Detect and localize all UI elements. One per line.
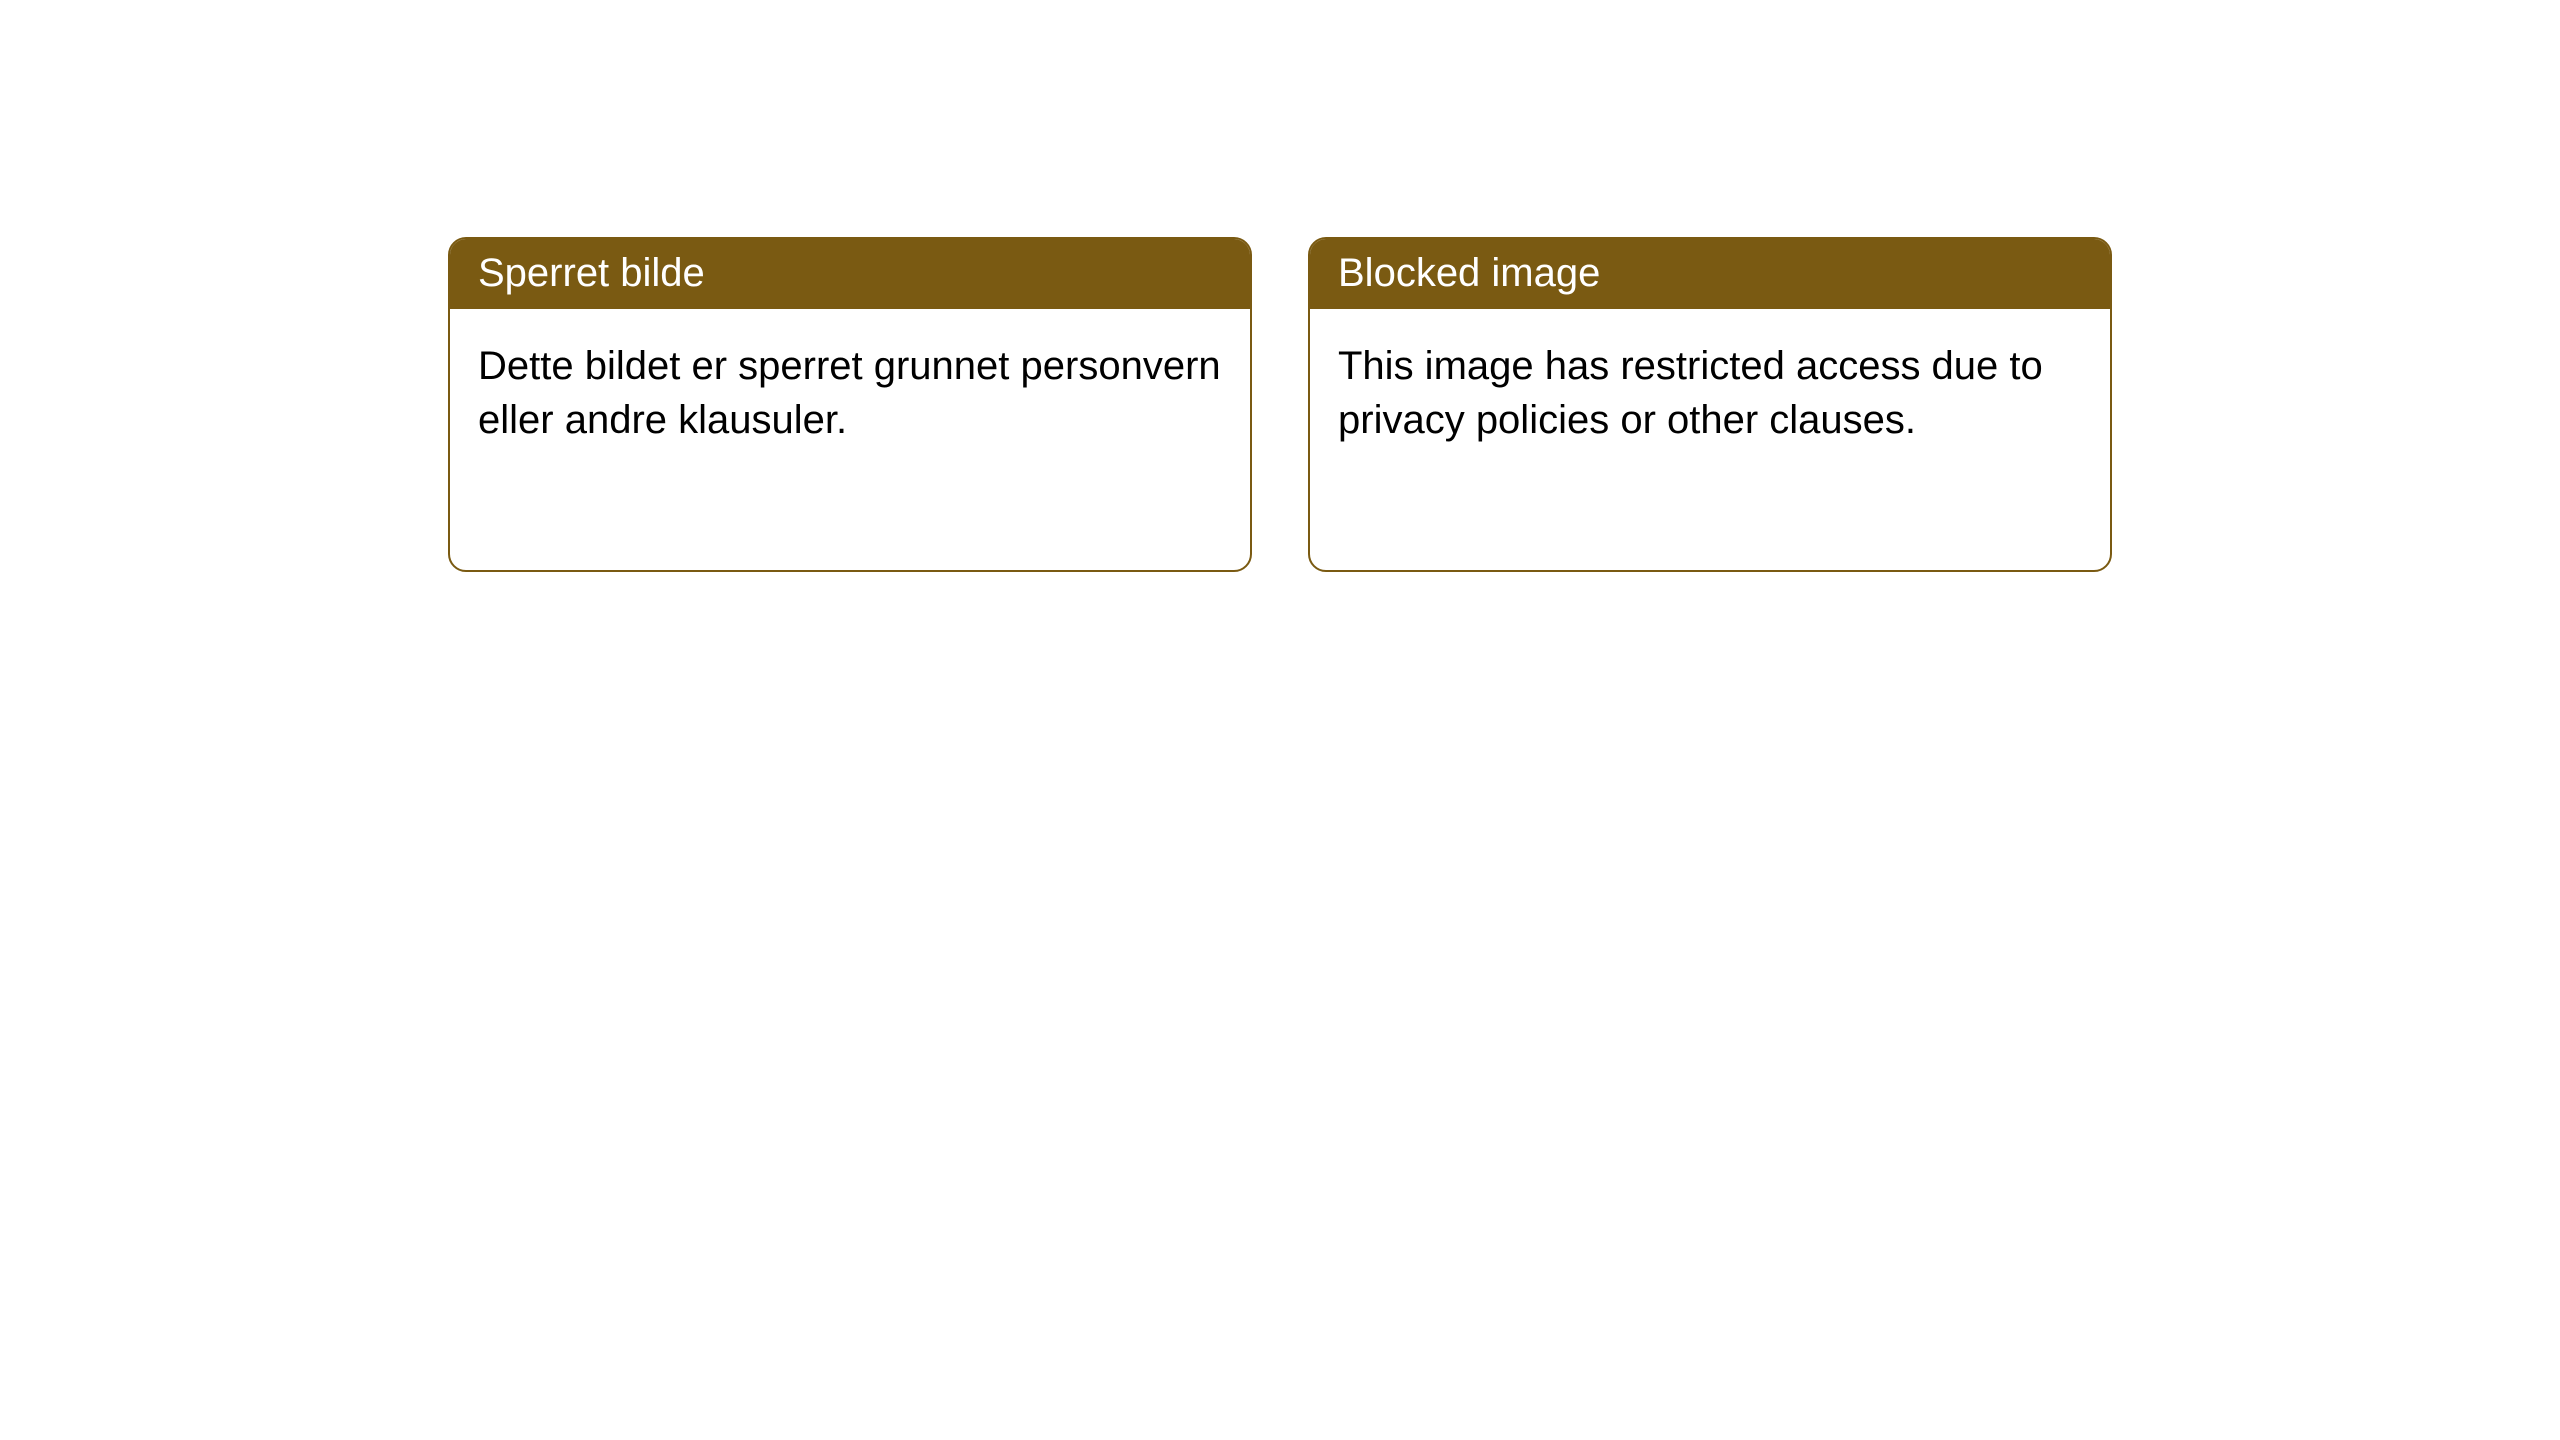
card-header: Sperret bilde: [450, 239, 1250, 309]
notice-container: Sperret bilde Dette bildet er sperret gr…: [0, 0, 2560, 572]
notice-card-english: Blocked image This image has restricted …: [1308, 237, 2112, 572]
card-body-text: This image has restricted access due to …: [1338, 344, 2043, 442]
card-header: Blocked image: [1310, 239, 2110, 309]
card-body: Dette bildet er sperret grunnet personve…: [450, 309, 1250, 477]
card-title: Blocked image: [1338, 251, 1600, 295]
card-body: This image has restricted access due to …: [1310, 309, 2110, 477]
notice-card-norwegian: Sperret bilde Dette bildet er sperret gr…: [448, 237, 1252, 572]
card-title: Sperret bilde: [478, 251, 705, 295]
card-body-text: Dette bildet er sperret grunnet personve…: [478, 344, 1221, 442]
